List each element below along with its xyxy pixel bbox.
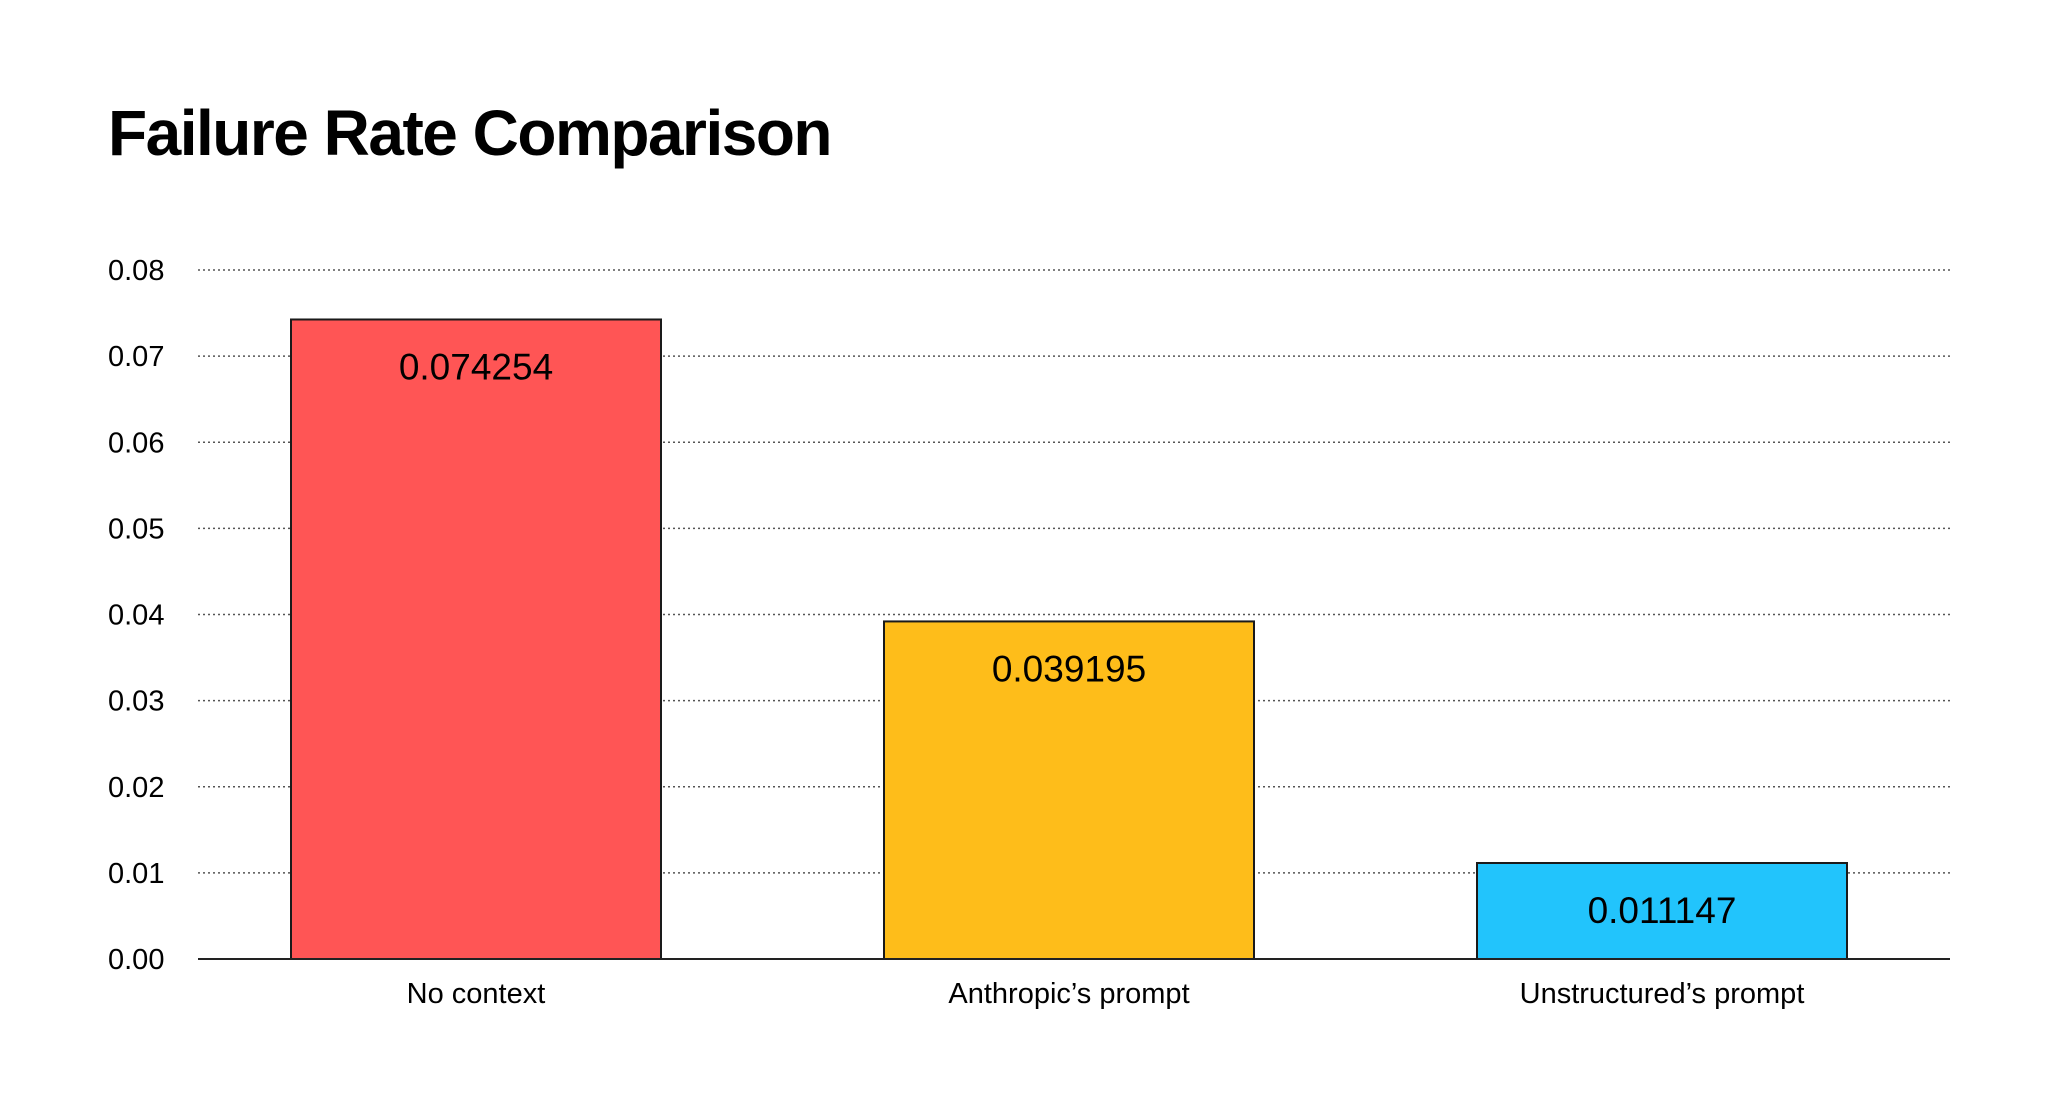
x-category-label: Unstructured’s prompt: [1520, 978, 1805, 1010]
chart-title: Failure Rate Comparison: [108, 97, 833, 169]
y-tick-label: 0.01: [108, 858, 164, 890]
bar: [1476, 861, 1848, 960]
data-labels: 0.074254 0.039195 0.011147: [399, 346, 1737, 931]
data-label: 0.011147: [1588, 890, 1737, 931]
y-tick-label: 0.05: [108, 513, 164, 545]
y-tick-label: 0.04: [108, 600, 164, 632]
y-tick-label: 0.02: [108, 772, 164, 804]
y-axis-ticks: 0.00 0.01 0.02 0.03 0.04 0.05 0.06 0.07 0.08: [108, 255, 164, 976]
x-category-label: Anthropic’s prompt: [948, 978, 1189, 1010]
y-tick-label: 0.08: [108, 255, 164, 287]
bar: [290, 318, 662, 960]
y-tick-label: 0.06: [108, 427, 164, 459]
x-axis-categories: No context Anthropic’s prompt Unstructured…: [407, 978, 1805, 1010]
bars: [290, 318, 1848, 960]
data-label: 0.074254: [399, 346, 553, 387]
y-tick-label: 0.00: [108, 944, 164, 976]
y-tick-label: 0.07: [108, 341, 164, 373]
x-category-label: No context: [407, 978, 546, 1010]
data-label: 0.039195: [992, 648, 1146, 689]
y-tick-label: 0.03: [108, 686, 164, 718]
